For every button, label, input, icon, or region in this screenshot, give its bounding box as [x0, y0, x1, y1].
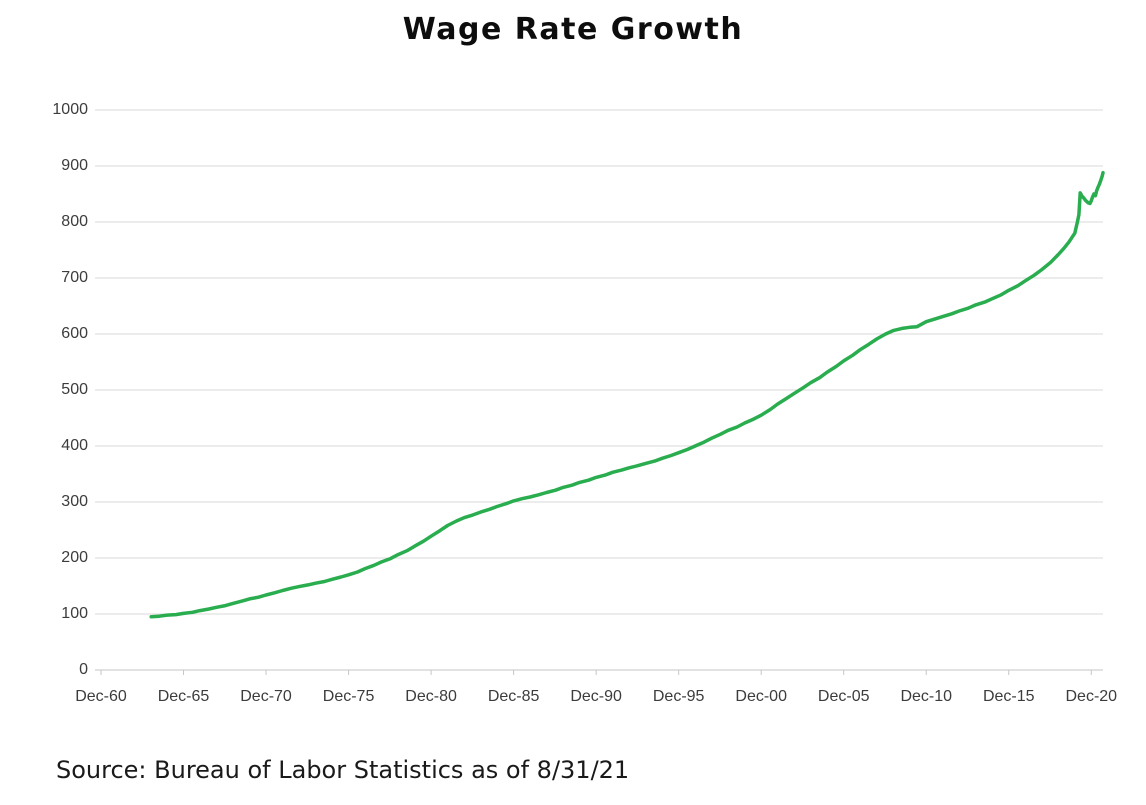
x-axis-label: Dec-95: [652, 688, 705, 705]
wage-series-line: [149, 170, 1105, 619]
y-axis-label: 600: [61, 325, 88, 342]
x-axis-label: Dec-10: [900, 688, 953, 705]
y-axis-label: 100: [61, 605, 88, 622]
chart-title: Wage Rate Growth: [402, 12, 744, 47]
wage-line-plot-area: [95, 109, 1105, 675]
y-axis-label: 500: [61, 381, 88, 398]
x-axis-label: Dec-90: [570, 688, 622, 705]
x-axis-label: Dec-65: [157, 688, 210, 705]
y-axis-label: 1000: [52, 101, 88, 118]
x-axis-label: Dec-20: [1065, 688, 1118, 705]
y-axis-label: 400: [61, 437, 88, 454]
x-axis-label: Dec-60: [75, 688, 127, 705]
y-axis-label: 900: [61, 157, 88, 174]
x-axis-label: Dec-75: [322, 688, 375, 705]
x-axis-label: Dec-15: [982, 688, 1035, 705]
x-axis-label: Dec-70: [240, 688, 292, 705]
y-axis-label: 0: [79, 661, 88, 678]
x-axis-label: Dec-80: [405, 688, 457, 705]
y-axis-label: 800: [61, 213, 88, 230]
x-axis-label: Dec-85: [487, 688, 540, 705]
y-axis-label: 300: [61, 493, 88, 510]
x-axis-label: Dec-00: [735, 688, 787, 705]
y-axis-label: 200: [61, 549, 88, 566]
y-axis-label: 700: [61, 269, 88, 286]
x-axis-label: Dec-05: [817, 688, 870, 705]
source-note: Source: Bureau of Labor Statistics as of…: [56, 756, 630, 784]
